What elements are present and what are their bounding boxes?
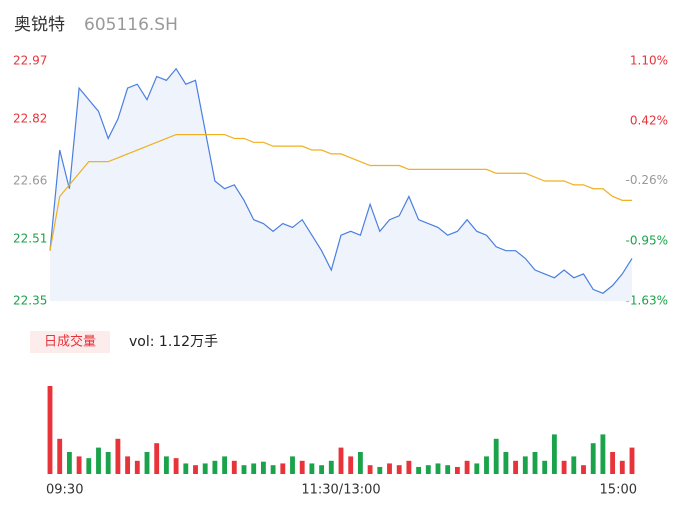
stock-name: 奥锐特 (14, 15, 65, 35)
volume-tab-label[interactable]: 日成交量 (44, 334, 96, 350)
volume-bar (222, 456, 228, 474)
volume-bar (629, 447, 635, 474)
volume-bar (484, 456, 489, 474)
volume-bar (425, 465, 431, 474)
y-tick-label: 22.97 (13, 54, 47, 68)
volume-bar (202, 463, 208, 474)
x-tick-label: 09:30 (46, 483, 83, 498)
volume-bar (193, 465, 198, 474)
x-tick-label: 11:30/13:00 (301, 483, 380, 498)
volume-bar (474, 463, 480, 474)
volume-bar (66, 452, 72, 474)
volume-bar (309, 463, 315, 474)
volume-bar (144, 452, 150, 474)
volume-bar (513, 460, 519, 474)
volume-bar (357, 452, 363, 474)
volume-bar (435, 463, 441, 474)
volume-bar (183, 463, 189, 474)
y-tick-label: 22.66 (13, 174, 47, 188)
volume-bar (47, 386, 53, 474)
volume-bar (212, 460, 218, 474)
volume-bar (299, 460, 305, 474)
y-tick-label: 22.82 (13, 112, 47, 126)
volume-bar (251, 463, 257, 474)
volume-bar (173, 458, 179, 474)
volume-bar (367, 465, 373, 474)
volume-bar (125, 456, 131, 474)
volume-bar (581, 465, 586, 474)
volume-bar (522, 456, 528, 474)
volume-bar (503, 452, 509, 474)
avg-line (49, 133, 632, 251)
volume-bar (280, 463, 286, 474)
volume-bar (57, 438, 63, 474)
volume-bar (396, 465, 402, 474)
volume-bar (163, 456, 169, 474)
volume-bar (454, 466, 460, 474)
volume-total: vol: 1.12万手 (129, 334, 218, 350)
volume-bar (86, 458, 92, 474)
x-tick-label: 15:00 (600, 483, 637, 498)
volume-bar (115, 438, 121, 474)
volume-bar (377, 466, 383, 474)
volume-bar (319, 465, 325, 474)
volume-bar (387, 463, 392, 474)
volume-bar (532, 452, 538, 474)
volume-bar (338, 447, 344, 474)
volume-bar (241, 465, 247, 474)
volume-bar (464, 460, 470, 474)
volume-bar (551, 434, 557, 474)
volume-tab[interactable] (30, 331, 110, 353)
volume-bar (328, 460, 334, 474)
volume-bar (134, 460, 140, 474)
y2-tick-label: 1.10% (630, 54, 668, 68)
volume-bar (270, 465, 276, 474)
volume-bar (610, 452, 616, 474)
y2-tick-label: -0.26% (626, 173, 668, 187)
y-tick-label: 22.35 (13, 294, 47, 308)
volume-bar (231, 460, 237, 474)
volume-bar (619, 460, 625, 474)
volume-bar (542, 460, 548, 474)
volume-bar (96, 447, 101, 474)
volume-bar (76, 456, 82, 474)
price-line (49, 67, 633, 294)
volume-bar (416, 466, 422, 474)
volume-bar (290, 456, 295, 474)
volume-bar (154, 443, 160, 474)
volume-bar (105, 452, 111, 474)
y2-tick-label: -1.63% (626, 294, 668, 308)
volume-bar (445, 465, 451, 474)
y2-tick-label: 0.42% (630, 113, 668, 127)
y2-tick-label: -0.95% (626, 234, 668, 248)
stock-code: 605116.SH (84, 15, 178, 35)
volume-bar (561, 460, 567, 474)
volume-bar (493, 438, 499, 474)
volume-bar (260, 461, 266, 474)
volume-bar (406, 460, 412, 474)
volume-bar (348, 456, 354, 474)
y-tick-label: 22.51 (13, 232, 47, 246)
price-area (50, 68, 632, 301)
volume-bar (590, 443, 596, 474)
volume-bar (600, 434, 606, 474)
volume-bar (571, 456, 577, 474)
